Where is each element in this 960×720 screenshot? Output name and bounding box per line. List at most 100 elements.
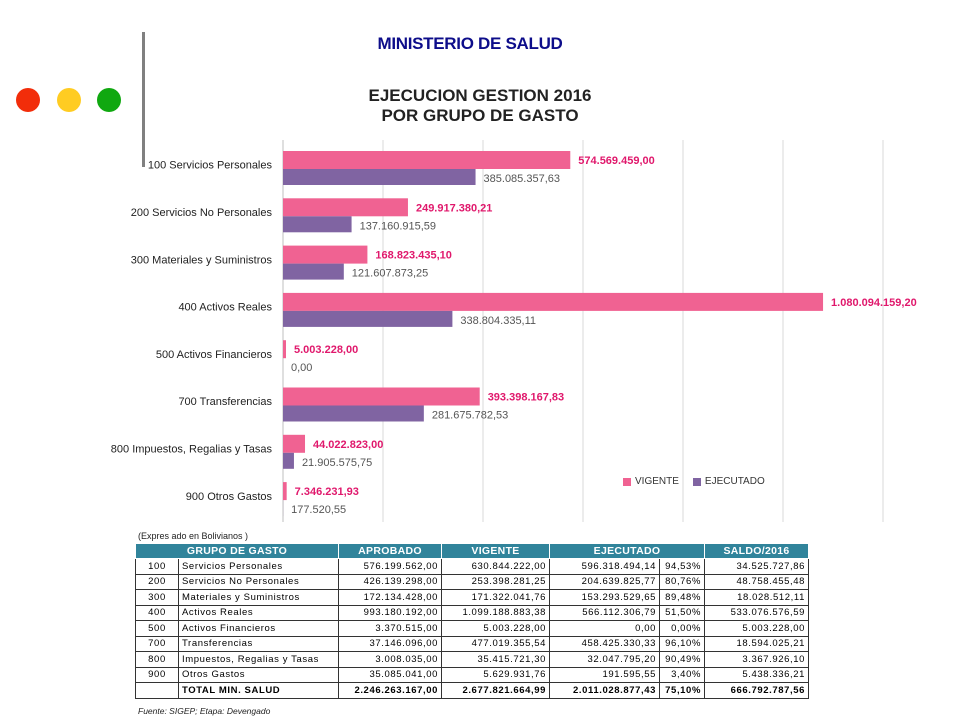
ejecutado-data-label: 177.520,55 <box>291 504 346 516</box>
category-label: 200 Servicios No Personales <box>131 207 273 219</box>
cell-saldo: 18.028.512,11 <box>704 589 809 606</box>
cell-saldo: 34.525.727,86 <box>704 558 809 575</box>
ejecutado-data-label: 281.675.782,53 <box>432 410 508 422</box>
cell-name: Otros Gastos <box>178 666 339 683</box>
table-row: 700 Transferencias 37.146.096,00 477.019.35… <box>135 635 809 652</box>
ejecutado-data-label: 21.905.575,75 <box>302 457 372 469</box>
cell-code <box>135 682 179 699</box>
bar-chart: 100 Servicios Personales 574.569.459,00 38… <box>111 140 917 522</box>
vigente-bar <box>283 434 306 453</box>
table-row: 500 Activos Financieros 3.370.515,00 5.003.… <box>135 620 809 637</box>
cell-code: 700 <box>135 635 179 652</box>
cell-name: Transferencias <box>178 635 339 652</box>
cell-saldo: 3.367.926,10 <box>704 651 809 668</box>
yellow-dot-icon <box>57 88 81 112</box>
header-grupo: GRUPO DE GASTO <box>135 543 339 559</box>
table-row: 900 Otros Gastos 35.085.041,00 5.629.931,76… <box>135 666 809 683</box>
cell-code: 300 <box>135 589 179 606</box>
cell-pct: 94,53% <box>659 558 705 575</box>
cell-pct: 96,10% <box>659 635 705 652</box>
cell-aprobado: 172.134.428,00 <box>338 589 442 606</box>
vigente-data-label: 168.823.435,10 <box>375 250 451 262</box>
category-label: 700 Transferencias <box>178 396 272 408</box>
cell-code: 400 <box>135 604 179 621</box>
ejecutado-bar <box>283 216 352 233</box>
cell-ejecutado: 32.047.795,20 <box>549 651 660 668</box>
cell-aprobado: 37.146.096,00 <box>338 635 442 652</box>
ejecutado-data-label: 338.804.335,11 <box>460 315 536 327</box>
cell-name: Servicios No Personales <box>178 573 339 590</box>
category-label: 300 Materiales y Suministros <box>131 254 273 266</box>
vigente-bar <box>283 482 287 501</box>
cell-saldo: 48.758.455,48 <box>704 573 809 590</box>
cell-ejecutado: 0,00 <box>549 620 660 637</box>
ejecutado-bar <box>283 310 453 327</box>
ejecutado-data-label: 121.607.873,25 <box>352 268 428 280</box>
units-note: (Expres ado en Bolivianos ) <box>138 531 249 541</box>
cell-vigente: 5.629.931,76 <box>441 666 550 683</box>
vigente-data-label: 7.346.231,93 <box>295 486 359 498</box>
table-header-row: GRUPO DE GASTO APROBADO VIGENTE EJECUTAD… <box>135 543 809 559</box>
vigente-data-label: 249.917.380,21 <box>416 202 492 214</box>
vigente-bar <box>283 292 824 311</box>
cell-pct: 90,49% <box>659 651 705 668</box>
cell-pct: 0,00% <box>659 620 705 637</box>
ejecutado-data-label: 385.085.357,63 <box>484 173 560 185</box>
cell-saldo: 533.076.576,59 <box>704 604 809 621</box>
vigente-data-label: 393.398.167,83 <box>488 392 564 404</box>
cell-vigente: 630.844.222,00 <box>441 558 550 575</box>
category-label: 500 Activos Financieros <box>156 349 273 361</box>
legend-vigente-label: VIGENTE <box>635 476 679 487</box>
cell-ejecutado: 153.293.529,65 <box>549 589 660 606</box>
cell-aprobado: 3.008.035,00 <box>338 651 442 668</box>
vigente-data-label: 1.080.094.159,20 <box>831 297 917 309</box>
cell-vigente: 1.099.188.883,38 <box>441 604 550 621</box>
cell-vigente: 477.019.355,54 <box>441 635 550 652</box>
cell-pct: 51,50% <box>659 604 705 621</box>
red-dot-icon <box>16 88 40 112</box>
green-dot-icon <box>97 88 121 112</box>
cell-name: Materiales y Suministros <box>178 589 339 606</box>
cell-name: Activos Reales <box>178 604 339 621</box>
cell-aprobado: 426.139.298,00 <box>338 573 442 590</box>
table-body: 100 Servicios Personales 576.199.562,00 630… <box>135 558 809 699</box>
cell-code: 500 <box>135 620 179 637</box>
cell-ejecutado: 566.112.306,79 <box>549 604 660 621</box>
cell-vigente: 253.398.281,25 <box>441 573 550 590</box>
cell-aprobado: 993.180.192,00 <box>338 604 442 621</box>
category-label: 400 Activos Reales <box>178 302 272 314</box>
page-title: MINISTERIO DE SALUD <box>377 34 563 53</box>
category-label: 100 Servicios Personales <box>148 160 273 172</box>
cell-code: 200 <box>135 573 179 590</box>
table-row: 100 Servicios Personales 576.199.562,00 630… <box>135 558 809 575</box>
cell-saldo: 666.792.787,56 <box>704 682 809 699</box>
chart-title: EJECUCION GESTION 2016 POR GRUPO DE GAST… <box>330 86 630 126</box>
vigente-data-label: 44.022.823,00 <box>313 439 383 451</box>
source-note: Fuente: SIGEP; Etapa: Devengado <box>138 706 271 716</box>
cell-ejecutado: 596.318.494,14 <box>549 558 660 575</box>
cell-code: 800 <box>135 651 179 668</box>
cell-pct: 89,48% <box>659 589 705 606</box>
chart-legend: VIGENTE EJECUTADO <box>623 476 765 487</box>
cell-ejecutado: 191.595,55 <box>549 666 660 683</box>
vigente-bar <box>283 198 408 217</box>
vigente-data-label: 5.003.228,00 <box>294 344 358 356</box>
cell-aprobado: 3.370.515,00 <box>338 620 442 637</box>
cell-aprobado: 35.085.041,00 <box>338 666 442 683</box>
table-row: 800 Impuestos, Regalias y Tasas 3.008.035,… <box>135 651 809 668</box>
cell-name: Servicios Personales <box>178 558 339 575</box>
header-aprobado: APROBADO <box>338 543 442 559</box>
cell-name: Activos Financieros <box>178 620 339 637</box>
legend-ejecutado: EJECUTADO <box>692 476 765 487</box>
cell-saldo: 18.594.025,21 <box>704 635 809 652</box>
cell-aprobado: 2.246.263.167,00 <box>338 682 442 699</box>
ejecutado-bar <box>283 405 424 422</box>
ejecutado-data-label: 137.160.915,59 <box>360 220 436 232</box>
table-row: 200 Servicios No Personales 426.139.298,00… <box>135 573 809 590</box>
cell-saldo: 5.438.336,21 <box>704 666 809 683</box>
cell-pct: 3,40% <box>659 666 705 683</box>
category-label: 900 Otros Gastos <box>186 491 273 503</box>
legend-ejecutado-label: EJECUTADO <box>704 476 765 487</box>
table-total-row: TOTAL MIN. SALUD 2.246.263.167,00 2.677.82… <box>135 682 809 699</box>
cell-saldo: 5.003.228,00 <box>704 620 809 637</box>
